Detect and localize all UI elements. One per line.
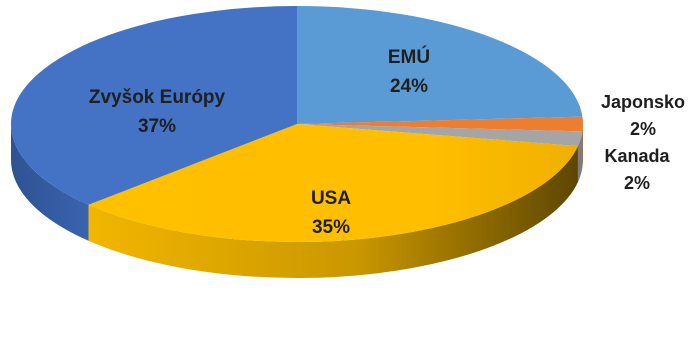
pie-labels: EMÚ 24% Japonsko 2% Kanada 2% USA 35% Zv…	[89, 46, 685, 238]
pie-slice-usa	[88, 124, 578, 242]
label-usa-value: 35%	[312, 217, 350, 238]
pie-slices	[10, 6, 583, 242]
pie-side-kanada	[577, 131, 583, 183]
label-kanada-name: Kanada	[604, 146, 670, 166]
pie-side-zvysok-europy	[11, 124, 89, 241]
pie-slice-japonsko	[297, 116, 583, 132]
label-kanada-value: 2%	[624, 173, 650, 193]
pie-side-japonsko	[582, 124, 583, 168]
label-emu-value: 24%	[390, 76, 428, 97]
label-zvysok-europy-value: 37%	[138, 116, 176, 137]
label-emu-name: EMÚ	[388, 46, 430, 68]
pie-side-usa	[88, 146, 578, 278]
label-japonsko-name: Japonsko	[601, 92, 685, 112]
label-zvysok-europy-name: Zvyšok Európy	[89, 87, 226, 108]
pie-slice-emu	[297, 6, 583, 124]
label-japonsko-value: 2%	[630, 119, 656, 139]
pie-side-walls	[11, 124, 583, 278]
pie-slice-kanada	[297, 124, 583, 147]
pie-slice-zvysok-europy	[10, 6, 298, 205]
label-usa-name: USA	[311, 188, 351, 209]
